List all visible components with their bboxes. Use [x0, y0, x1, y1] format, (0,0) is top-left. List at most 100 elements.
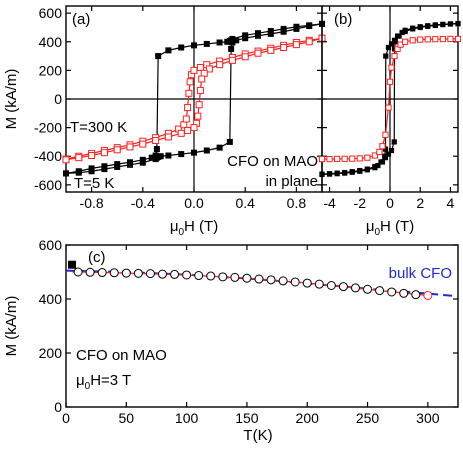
- data-point: [278, 276, 288, 286]
- data-point: [121, 268, 131, 278]
- data-point: [184, 104, 192, 112]
- data-point: [165, 47, 172, 54]
- data-point: [425, 23, 431, 29]
- data-point: [391, 139, 397, 145]
- data-point: [255, 32, 261, 39]
- data-point: [218, 272, 228, 282]
- data-point: [185, 89, 193, 97]
- data-point: [148, 154, 155, 161]
- data-point: [114, 163, 121, 170]
- annotation-t5: T=5 K: [74, 175, 114, 192]
- data-point: [293, 25, 300, 32]
- data-point: [195, 101, 203, 109]
- data-point: [194, 271, 204, 281]
- x-tick-label: 0.8: [287, 195, 307, 211]
- data-point: [206, 271, 216, 281]
- panel-c: 0 50 100 150 200 250 300 0 200 400 600 (c) bulk CFO C…: [3, 237, 459, 444]
- data-point: [424, 36, 431, 43]
- data-point: [145, 269, 155, 279]
- x-tick-label: -4: [323, 195, 336, 211]
- annotation-sample: CFO on MAO: [227, 153, 318, 170]
- data-point: [127, 161, 133, 168]
- annotation-bulk-cfo: bulk CFO: [389, 265, 452, 282]
- data-point: [205, 65, 213, 73]
- data-point: [326, 281, 336, 290]
- annotation-t300: T=300 K: [70, 119, 127, 136]
- panel-label: (b): [334, 11, 352, 28]
- data-point: [233, 37, 240, 44]
- data-point: [402, 28, 408, 35]
- data-point: [349, 155, 356, 162]
- data-point: [455, 20, 461, 27]
- data-point: [402, 38, 409, 45]
- data-point: [391, 52, 398, 60]
- x-tick-label: 0: [386, 195, 394, 211]
- data-point: [386, 78, 394, 85]
- data-point: [178, 151, 185, 158]
- data-point: [379, 159, 386, 165]
- data-point: [198, 75, 206, 83]
- x-axis-label: μ0H (T): [366, 218, 414, 238]
- data-point: [139, 140, 147, 148]
- panel-a: -0.8 -0.4 0.0 0.4 0.8 -600 -400 -200 0 200 400 600 (…: [3, 5, 326, 238]
- data-point: [254, 274, 264, 284]
- y-tick-label: -400: [34, 148, 62, 164]
- data-point: [388, 64, 395, 71]
- data-point: [385, 151, 392, 157]
- data-point: [180, 121, 188, 129]
- y-tick-label: -200: [34, 120, 62, 136]
- data-point: [182, 115, 190, 123]
- data-point: [388, 41, 395, 47]
- data-point: [334, 155, 341, 163]
- data-point: [318, 155, 326, 163]
- data-point: [357, 168, 363, 174]
- data-point: [164, 133, 172, 141]
- x-tick-label: 300: [416, 410, 440, 426]
- data-point: [349, 169, 355, 175]
- data-point: [196, 64, 204, 72]
- series-line: [65, 37, 323, 160]
- data-point: [109, 268, 119, 278]
- data-point: [152, 136, 160, 144]
- y-tick-label: 0: [54, 399, 62, 415]
- data-point: [113, 146, 121, 154]
- data-point: [182, 270, 192, 280]
- data-point: [100, 149, 108, 157]
- data-point: [75, 169, 82, 176]
- series-line: [65, 37, 323, 161]
- data-point: [409, 37, 416, 44]
- y-tick-label: 200: [39, 62, 63, 78]
- y-axis-label: M (kA/m): [3, 69, 20, 130]
- y-tick-label: 600: [39, 5, 63, 21]
- x-tick-label: -0.8: [80, 195, 104, 211]
- data-point: [184, 126, 192, 134]
- data-point: [376, 148, 383, 156]
- data-point: [229, 35, 236, 42]
- data-point: [350, 283, 360, 293]
- data-point: [228, 56, 236, 64]
- x-axis-label: μ0H (T): [170, 218, 218, 238]
- data-point: [375, 162, 381, 169]
- x-tick-label: 0.4: [235, 195, 255, 211]
- data-point: [165, 152, 172, 159]
- data-point: [88, 152, 96, 160]
- data-point: [216, 144, 223, 151]
- x-tick-label: -0.4: [131, 195, 155, 211]
- data-point: [392, 39, 398, 45]
- data-point: [447, 21, 454, 27]
- data-point: [447, 35, 454, 43]
- panel-label: (c): [88, 249, 106, 266]
- data-point: [385, 104, 392, 111]
- y-tick-label: 200: [39, 345, 63, 361]
- data-point: [190, 66, 198, 74]
- data-point: [85, 267, 95, 277]
- data-point: [341, 155, 348, 162]
- x-tick-label: 0: [62, 410, 70, 426]
- data-point: [196, 86, 204, 94]
- data-point: [155, 53, 162, 60]
- y-tick-label: -600: [34, 177, 62, 193]
- annotation-field: μ0H=3 T: [76, 372, 131, 392]
- x-tick-label: 0.0: [184, 195, 204, 211]
- data-point: [62, 156, 70, 164]
